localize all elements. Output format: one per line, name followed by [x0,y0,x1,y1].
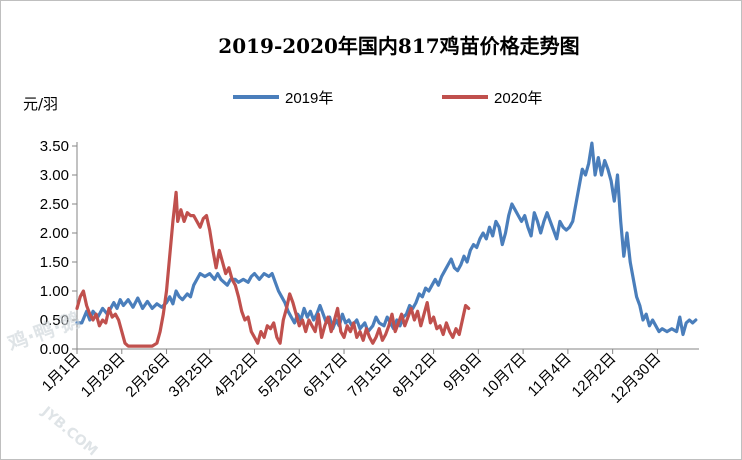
legend: 2019年 2020年 [233,90,542,107]
x-axis: 1月1日1月29日2月26日3月25日4月22日5月20日6月17日7月15日8… [39,348,699,407]
y-tick-label: 3.50 [40,138,69,155]
y-tick-label: 1.50 [40,254,69,271]
y-tick-label: 3.00 [40,167,69,184]
x-tick-label: 5月20日 [255,350,306,401]
x-tick-label: 2月26日 [122,350,173,401]
x-tick-label: 4月22日 [210,350,261,401]
x-tick-label: 1月29日 [78,350,129,401]
y-tick-label: 0.50 [40,312,69,329]
x-tick-label: 11月4日 [525,350,575,400]
series-line-2020 [75,190,471,348]
series-line-2019 [75,141,698,337]
y-tick-label: 2.00 [40,225,69,242]
series-group [75,141,698,348]
y-tick-label: 2.50 [40,196,69,213]
watermark-sub: JYB.COM [38,403,101,459]
y-axis: 0.00 0.50 1.00 1.50 2.00 2.50 3.00 3.50 [40,138,78,358]
x-tick-label: 7月15日 [345,350,396,401]
x-tick-label: 3月25日 [166,350,217,401]
x-tick-label: 8月12日 [389,350,440,401]
y-axis-label: 元/羽 [23,95,58,113]
chart-title: 2019-2020年国内817鸡苗价格走势图 [218,34,579,58]
y-tick-label: 1.00 [40,283,69,300]
legend-label-2019: 2019年 [285,90,333,107]
legend-label-2020: 2020年 [494,90,542,107]
x-tick-label: 10月7日 [479,350,530,401]
x-tick-label: 6月17日 [300,350,351,401]
y-tick-label: 0.00 [40,341,69,358]
